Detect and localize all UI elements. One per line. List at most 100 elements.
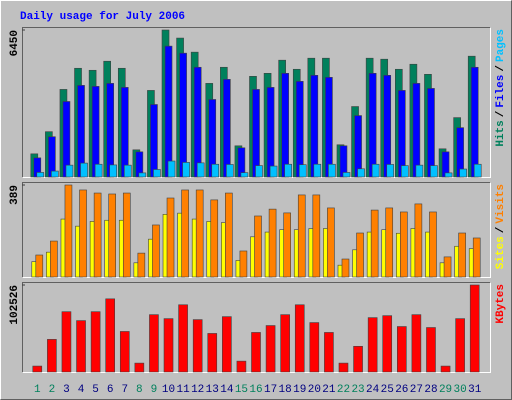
bar — [254, 215, 262, 278]
legend: KBytes — [495, 284, 507, 324]
bar — [138, 172, 147, 178]
panel-bevel-light — [22, 182, 491, 278]
bar — [152, 224, 160, 278]
y-tick-label: 102526 — [9, 285, 21, 325]
bar — [341, 258, 350, 278]
bar — [120, 87, 129, 178]
x-tick-label: 15 — [235, 384, 248, 396]
bar — [239, 250, 248, 278]
x-tick-label: 2 — [49, 384, 56, 396]
bar — [353, 345, 363, 373]
bar — [137, 252, 146, 278]
bar — [193, 66, 202, 178]
bar — [35, 254, 44, 278]
bar — [469, 284, 480, 373]
bar — [309, 322, 320, 373]
bar — [150, 104, 158, 178]
bar — [106, 83, 114, 178]
panel-bevel-dark — [22, 282, 491, 373]
legend-entry: Pages — [495, 29, 507, 62]
bar — [472, 237, 481, 278]
legend: Sites / Visits — [495, 184, 507, 269]
bar — [252, 89, 260, 178]
x-tick-label: 9 — [151, 384, 158, 396]
legend-entry: KBytes — [495, 284, 507, 324]
legend-separator: / — [495, 110, 507, 117]
bar — [223, 79, 231, 178]
x-tick-label: 3 — [63, 384, 70, 396]
y-tick-label: 389 — [9, 185, 21, 205]
bar — [178, 304, 188, 373]
bar — [357, 168, 365, 178]
bar — [310, 75, 319, 178]
bar — [325, 77, 333, 178]
bar — [430, 165, 438, 178]
panel-bevel-dark — [22, 182, 491, 278]
legend-entry: Sites — [495, 236, 507, 269]
bar — [398, 90, 406, 178]
x-tick-label: 16 — [249, 384, 262, 396]
bar — [342, 172, 351, 178]
bar — [354, 115, 362, 178]
bar — [64, 184, 73, 278]
x-tick-label: 1 — [34, 384, 41, 396]
bar — [444, 172, 453, 178]
x-tick-label: 20 — [308, 384, 321, 396]
bar — [167, 160, 176, 178]
chart-title: Daily usage for July 2006 — [20, 11, 185, 23]
legend-entry: Visits — [495, 184, 507, 224]
legend-separator: / — [495, 226, 507, 233]
x-tick-label: 14 — [220, 384, 234, 396]
x-tick-label: 4 — [78, 384, 85, 396]
x-tick-label: 13 — [206, 384, 219, 396]
bar — [240, 172, 249, 178]
bar — [226, 164, 234, 178]
x-tick-label: 8 — [136, 384, 143, 396]
x-tick-label: 24 — [366, 384, 380, 396]
x-tick-label: 29 — [439, 384, 452, 396]
bar — [268, 208, 277, 278]
bar — [108, 193, 116, 278]
bar — [356, 232, 364, 278]
bar — [211, 163, 220, 178]
bar — [123, 164, 132, 178]
bar — [284, 163, 292, 178]
bar — [470, 66, 479, 178]
x-tick-label: 26 — [395, 384, 408, 396]
bar — [109, 164, 117, 178]
bar — [207, 333, 218, 373]
bar — [51, 170, 59, 178]
bar — [222, 316, 232, 373]
bar — [427, 88, 435, 178]
bar — [255, 165, 263, 178]
bar — [119, 331, 130, 373]
bar — [163, 318, 174, 373]
x-tick-label: 25 — [381, 384, 394, 396]
legend-entry: Files — [495, 75, 507, 108]
bar — [251, 332, 261, 373]
bar — [324, 332, 334, 373]
x-tick-label: 21 — [322, 384, 336, 396]
bar — [265, 325, 276, 373]
bar — [415, 164, 424, 178]
x-tick-label: 23 — [351, 384, 364, 396]
bar — [32, 365, 43, 373]
x-tick-label: 22 — [337, 384, 350, 396]
bar — [166, 197, 175, 278]
bar — [134, 362, 145, 373]
bar — [266, 87, 275, 178]
panel-bevel-light — [22, 27, 491, 178]
bar — [283, 212, 291, 278]
bar — [312, 194, 321, 278]
bar — [338, 362, 349, 373]
bar — [397, 326, 407, 373]
bar — [65, 164, 74, 178]
legend-separator: / — [495, 65, 507, 72]
x-tick-label: 12 — [191, 384, 204, 396]
x-tick-label: 19 — [293, 384, 306, 396]
bar — [313, 163, 322, 178]
bar — [368, 73, 377, 178]
bar — [297, 194, 306, 278]
bar — [281, 73, 289, 178]
x-tick-label: 7 — [121, 384, 128, 396]
